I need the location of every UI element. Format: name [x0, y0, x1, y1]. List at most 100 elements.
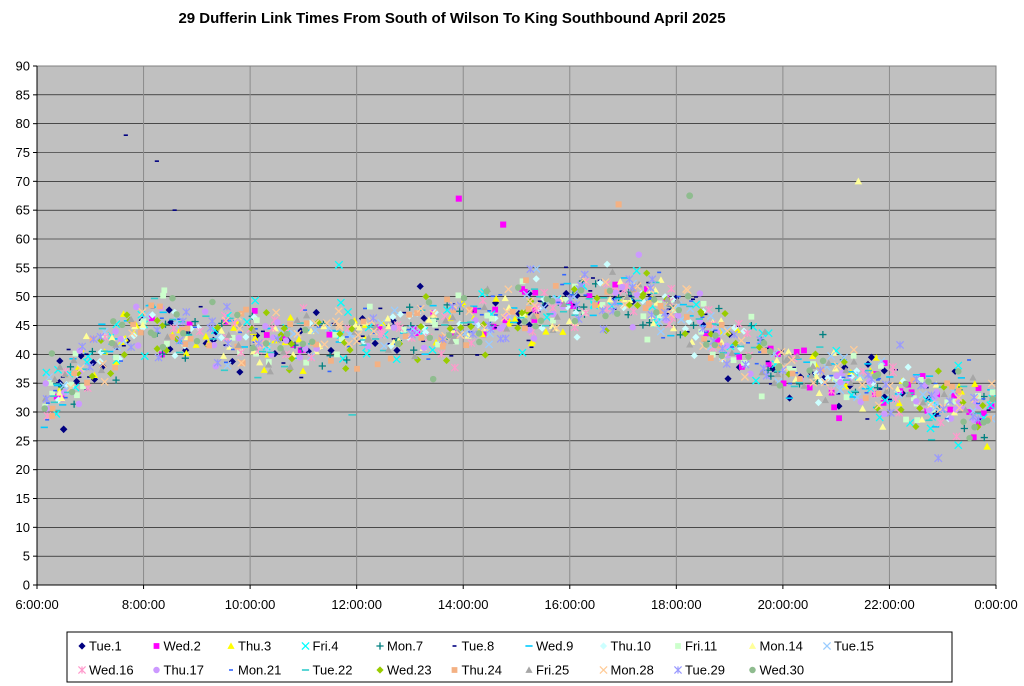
data-point: [925, 406, 933, 414]
data-point: [110, 318, 117, 325]
data-point: [910, 377, 917, 384]
data-point: [552, 282, 559, 289]
data-point: [601, 278, 610, 287]
data-point: [49, 405, 56, 412]
data-point: [723, 342, 730, 349]
data-point: [296, 354, 304, 361]
data-point: [210, 341, 218, 349]
data-point: [701, 336, 708, 342]
data-point: [880, 399, 887, 406]
data-point: [182, 349, 190, 357]
y-tick-label: 35: [16, 376, 30, 391]
data-point: [864, 370, 873, 379]
data-point: [785, 352, 793, 360]
legend-item: Tue.29: [673, 663, 725, 678]
data-point: [560, 300, 568, 308]
data-point: [501, 294, 509, 302]
data-point: [537, 317, 545, 324]
data-point: [217, 327, 226, 334]
data-point: [453, 338, 459, 345]
data-point: [975, 385, 982, 392]
data-point: [603, 305, 612, 314]
data-point: [455, 195, 462, 202]
data-point: [532, 323, 539, 330]
data-point: [618, 283, 626, 291]
data-point: [916, 404, 924, 412]
data-point: [872, 354, 881, 361]
legend-label: Thu.24: [462, 663, 502, 678]
data-point: [369, 327, 378, 336]
data-point: [113, 354, 119, 361]
data-point: [690, 351, 698, 360]
data-point: [945, 397, 954, 406]
data-point: [667, 284, 676, 293]
data-point: [97, 366, 106, 374]
data-point: [789, 370, 796, 377]
data-point: [842, 366, 850, 374]
legend-label: Fri.4: [313, 639, 339, 654]
data-point: [139, 321, 147, 328]
data-point: [629, 297, 637, 306]
data-point: [866, 384, 875, 394]
data-point: [656, 327, 665, 336]
data-point: [343, 307, 353, 317]
data-point: [975, 419, 982, 426]
data-point: [787, 355, 796, 365]
data-point: [832, 376, 838, 382]
data-point: [371, 339, 379, 347]
data-point: [178, 317, 187, 326]
legend-marker: [153, 666, 160, 674]
x-tick-label: 16:00:00: [544, 597, 595, 612]
data-point: [206, 324, 215, 333]
data-point: [913, 398, 920, 405]
data-point: [580, 270, 589, 279]
data-point: [250, 313, 258, 321]
data-point: [256, 358, 264, 366]
data-point: [869, 379, 877, 387]
data-point: [548, 322, 556, 330]
data-point: [392, 355, 401, 364]
data-point: [673, 297, 682, 304]
data-point: [324, 323, 333, 332]
data-point: [767, 372, 775, 380]
data-point: [78, 342, 87, 351]
data-point: [283, 330, 291, 338]
data-point: [525, 306, 532, 312]
data-point: [492, 295, 500, 302]
data-point: [793, 352, 801, 360]
data-point: [833, 372, 840, 380]
data-point: [117, 335, 124, 343]
data-point: [879, 423, 887, 430]
data-point: [970, 434, 977, 441]
data-point: [912, 374, 921, 383]
data-point: [881, 410, 888, 418]
data-point: [724, 375, 732, 383]
data-point: [242, 333, 250, 341]
data-point: [327, 346, 335, 355]
data-point: [612, 289, 619, 296]
data-point: [825, 359, 833, 366]
legend-item: Thu.3: [227, 639, 271, 654]
data-point: [230, 324, 238, 331]
data-point: [422, 293, 430, 301]
data-point: [234, 341, 243, 348]
data-point: [272, 308, 281, 317]
data-point: [747, 322, 755, 330]
data-point: [570, 285, 579, 293]
data-point: [912, 422, 920, 431]
data-point: [88, 347, 96, 356]
data-point: [894, 385, 902, 393]
data-point: [526, 265, 535, 274]
data-point: [718, 352, 726, 360]
data-point: [519, 278, 526, 285]
data-point: [903, 416, 909, 423]
data-point: [442, 356, 451, 365]
data-point: [380, 341, 389, 351]
data-point: [123, 311, 131, 319]
data-point: [548, 303, 557, 312]
data-point: [684, 292, 692, 300]
data-point: [960, 424, 968, 433]
data-point: [430, 318, 437, 325]
data-point: [707, 330, 715, 338]
